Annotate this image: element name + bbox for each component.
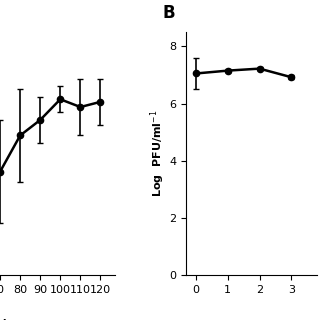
Text: B: B [163,4,175,22]
Y-axis label: Log  PFU/ml$^{-1}$: Log PFU/ml$^{-1}$ [148,110,167,197]
Text: a): a) [0,319,9,320]
